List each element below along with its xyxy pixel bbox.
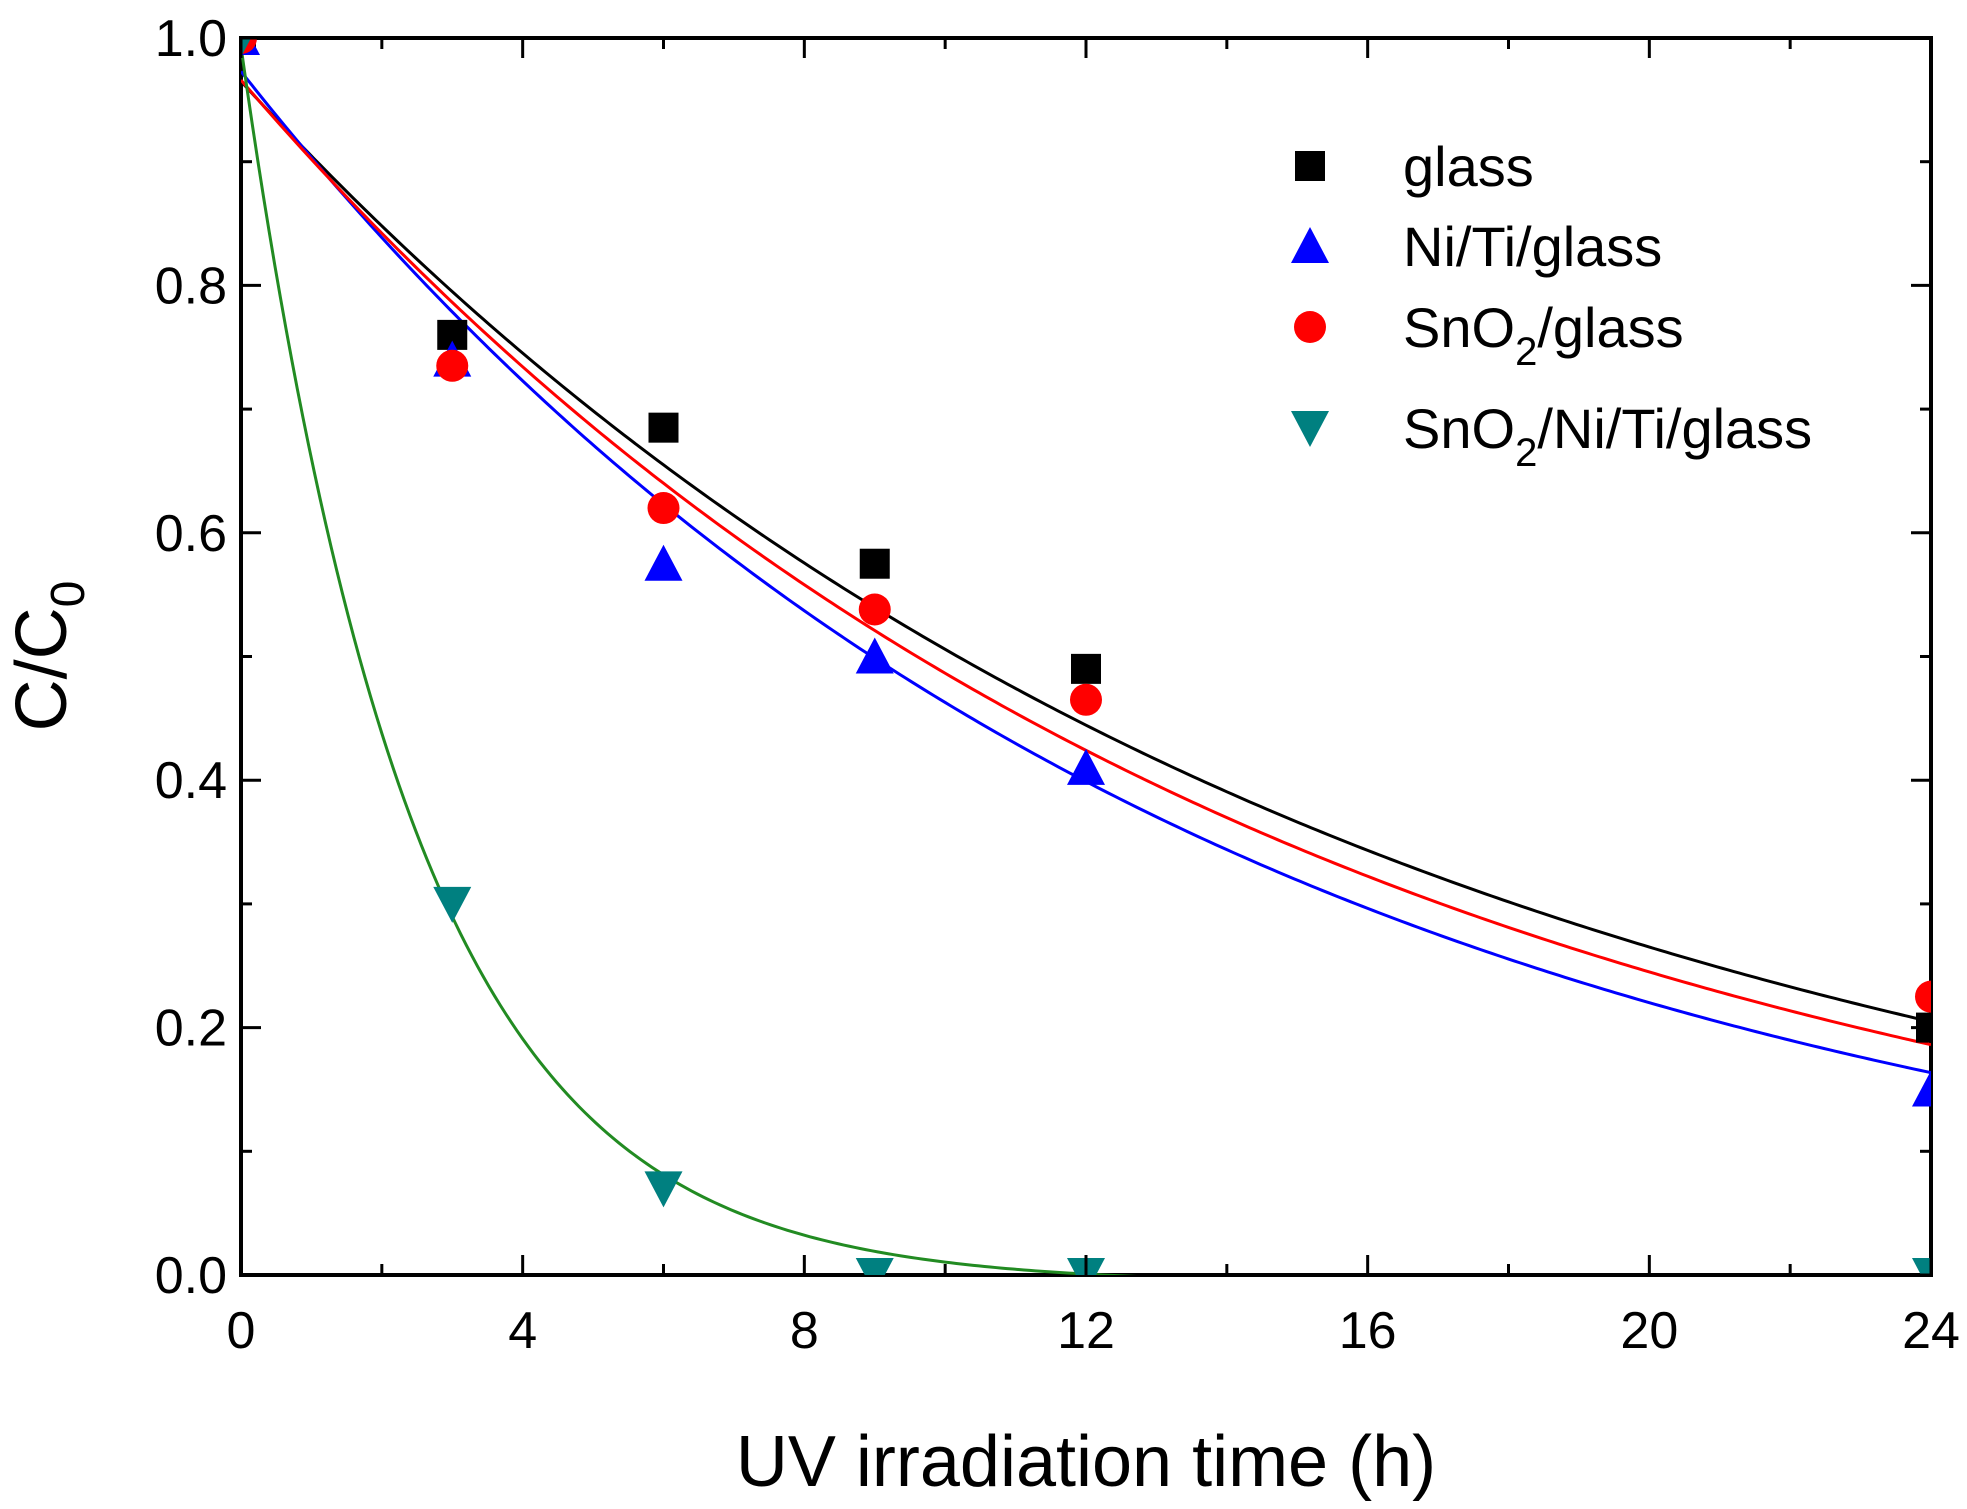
legend-label-glass: glass — [1403, 135, 1534, 198]
y-tick-label: 0.8 — [155, 257, 227, 315]
data-point-sno2-ni-ti-glass — [644, 1171, 683, 1208]
data-point-sno2-glass — [1070, 683, 1102, 716]
legend-label-sno2-ni-ti-glass: SnO2/Ni/Ti/glass — [1403, 397, 1812, 475]
x-tick-label: 8 — [790, 1302, 819, 1360]
legend: glass Ni/Ti/glass SnO2/glass SnO2/Ni/Ti/gla… — [1291, 135, 1812, 475]
data-point-sno2-ni-ti-glass — [241, 38, 252, 57]
fit-curve-ni-ti-glass — [241, 70, 1931, 1075]
axis-ticks: 0 4 8 12 16 20 24 0.0 0.2 0.4 0.6 0.8 1.0 — [155, 10, 1960, 1360]
x-tick-label: 24 — [1902, 1302, 1960, 1360]
data-markers — [241, 38, 1931, 1275]
x-tick-label: 16 — [1339, 1302, 1397, 1360]
y-axis-title: C/C0 — [2, 581, 95, 732]
data-point-ni-ti-glass — [644, 544, 683, 581]
data-point-ni-ti-glass — [1067, 748, 1105, 785]
x-tick-label: 4 — [508, 1302, 537, 1360]
y-tick-label: 0.2 — [155, 1000, 227, 1058]
x-tick-label: 20 — [1620, 1302, 1678, 1360]
y-axis-title-sub: 0 — [42, 581, 95, 608]
legend-marker-sno2-glass — [1294, 311, 1326, 343]
data-point-sno2-glass — [1915, 980, 1931, 1013]
data-point-sno2-ni-ti-glass — [855, 1258, 894, 1275]
data-point-glass — [648, 412, 679, 443]
y-axis-title-main: C/C — [2, 607, 82, 731]
data-point-sno2-ni-ti-glass — [433, 886, 472, 923]
legend-label-ni-ti-glass: Ni/Ti/glass — [1403, 215, 1662, 278]
y-tick-label: 0.4 — [155, 752, 227, 810]
data-point-sno2-glass — [647, 492, 680, 525]
data-point-ni-ti-glass — [855, 637, 894, 674]
y-tick-label: 1.0 — [155, 10, 227, 68]
fit-curve-glass — [241, 80, 1931, 1024]
legend-label-sno2-glass: SnO2/glass — [1403, 296, 1684, 374]
x-axis-title: UV irradiation time (h) — [736, 1422, 1436, 1502]
data-point-sno2-glass — [858, 593, 891, 626]
y-tick-label: 0.6 — [155, 505, 227, 563]
fit-curve-sno2-glass — [241, 79, 1931, 1047]
data-point-glass — [859, 548, 890, 579]
legend-marker-glass — [1295, 151, 1325, 181]
data-point-sno2-ni-ti-glass — [1912, 1258, 1931, 1275]
legend-marker-sno2-ni-ti-glass — [1291, 411, 1329, 447]
x-tick-label: 0 — [227, 1302, 256, 1360]
x-tick-label: 12 — [1057, 1302, 1115, 1360]
data-point-ni-ti-glass — [1912, 1070, 1931, 1107]
data-point-glass — [1071, 653, 1101, 684]
legend-marker-ni-ti-glass — [1291, 227, 1329, 263]
y-tick-label: 0.0 — [155, 1247, 227, 1305]
data-point-sno2-glass — [436, 349, 469, 382]
